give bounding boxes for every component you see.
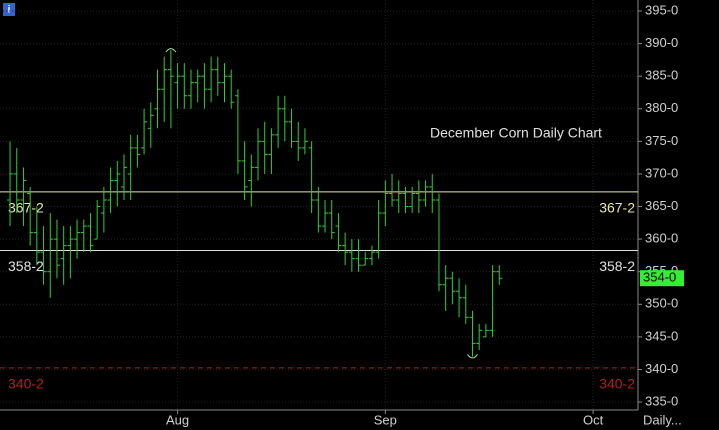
reference-label: 367-2 — [599, 200, 635, 216]
last-price-label: 354-0 — [643, 270, 676, 285]
y-tick-label: 350-0 — [645, 296, 678, 311]
y-tick-label: 345-0 — [645, 328, 678, 343]
y-tick-label: 390-0 — [645, 35, 678, 50]
low-marker — [467, 354, 478, 359]
reference-label: 358-2 — [599, 258, 635, 274]
x-tick-label: Sep — [374, 412, 397, 427]
info-icon-box[interactable] — [3, 3, 15, 16]
y-tick-label: 395-0 — [645, 2, 678, 17]
y-tick-label: 370-0 — [645, 165, 678, 180]
high-marker — [165, 48, 177, 53]
y-tick-label: 385-0 — [645, 68, 678, 83]
reference-label: 358-2 — [8, 258, 44, 274]
y-tick-label: 375-0 — [645, 133, 678, 148]
info-icon-glyph[interactable]: i — [8, 5, 11, 16]
y-tick-label: 340-0 — [645, 361, 678, 376]
x-tick-label: Aug — [166, 412, 189, 427]
last-price-box — [640, 270, 684, 287]
y-tick-label: 365-0 — [645, 198, 678, 213]
y-tick-label: 380-0 — [645, 100, 678, 115]
x-tick-label: Oct — [583, 412, 604, 427]
reference-label: 340-2 — [599, 376, 635, 392]
annotation: December Corn Daily Chart — [430, 125, 602, 141]
y-tick-label: 360-0 — [645, 231, 678, 246]
y-tick-label: 335-0 — [645, 393, 678, 408]
interval-label[interactable]: Daily... — [643, 412, 682, 427]
info-icon[interactable]: i — [3, 3, 15, 16]
reference-label: 340-2 — [8, 376, 44, 392]
reference-label: 367-2 — [8, 200, 44, 216]
